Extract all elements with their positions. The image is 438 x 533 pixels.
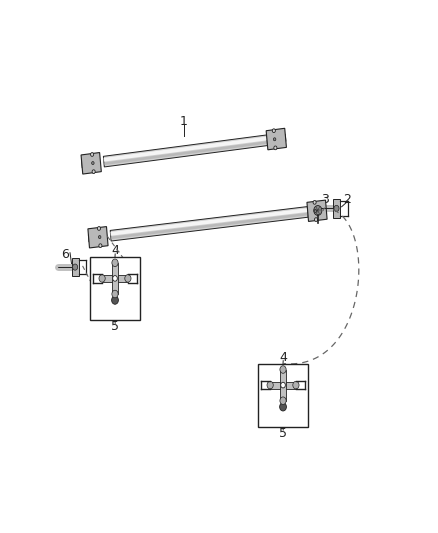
Circle shape (112, 259, 118, 266)
Polygon shape (280, 369, 286, 401)
Polygon shape (311, 206, 327, 214)
Text: 3: 3 (321, 193, 328, 206)
Circle shape (73, 264, 78, 270)
Polygon shape (81, 152, 101, 174)
Circle shape (273, 138, 276, 141)
Polygon shape (270, 382, 296, 389)
Circle shape (272, 129, 276, 133)
Text: 5: 5 (111, 320, 119, 333)
Circle shape (314, 206, 322, 215)
Circle shape (125, 274, 131, 282)
Circle shape (112, 290, 118, 298)
Polygon shape (110, 208, 308, 236)
Circle shape (91, 152, 94, 156)
Polygon shape (111, 213, 308, 239)
Circle shape (280, 366, 286, 373)
Polygon shape (266, 128, 286, 150)
Polygon shape (112, 263, 118, 294)
Bar (258, 364, 307, 427)
Text: 6: 6 (61, 248, 69, 261)
Circle shape (99, 274, 105, 282)
FancyBboxPatch shape (333, 199, 340, 217)
Circle shape (293, 381, 299, 389)
Bar (90, 257, 140, 320)
Text: 4: 4 (279, 351, 287, 364)
Circle shape (99, 244, 102, 247)
Polygon shape (110, 207, 308, 241)
Circle shape (314, 217, 318, 221)
Circle shape (313, 200, 316, 204)
Circle shape (267, 381, 273, 389)
Polygon shape (104, 141, 267, 165)
Polygon shape (88, 234, 104, 242)
Polygon shape (88, 227, 108, 248)
Polygon shape (103, 135, 268, 167)
Circle shape (92, 161, 94, 165)
Polygon shape (307, 200, 327, 221)
Circle shape (314, 209, 317, 213)
Text: 5: 5 (279, 427, 287, 440)
Circle shape (92, 170, 95, 174)
Polygon shape (270, 134, 286, 142)
Polygon shape (81, 160, 97, 168)
FancyBboxPatch shape (72, 258, 78, 276)
Text: 4: 4 (111, 244, 119, 257)
Circle shape (99, 236, 101, 239)
Circle shape (112, 296, 118, 304)
Circle shape (274, 146, 277, 150)
Text: 1: 1 (180, 115, 187, 128)
Circle shape (97, 227, 100, 230)
Polygon shape (103, 136, 267, 161)
Circle shape (279, 403, 286, 411)
Circle shape (280, 397, 286, 405)
Circle shape (113, 276, 117, 281)
Circle shape (281, 382, 285, 388)
Text: 2: 2 (343, 193, 350, 206)
Polygon shape (102, 275, 128, 282)
Circle shape (334, 205, 339, 212)
